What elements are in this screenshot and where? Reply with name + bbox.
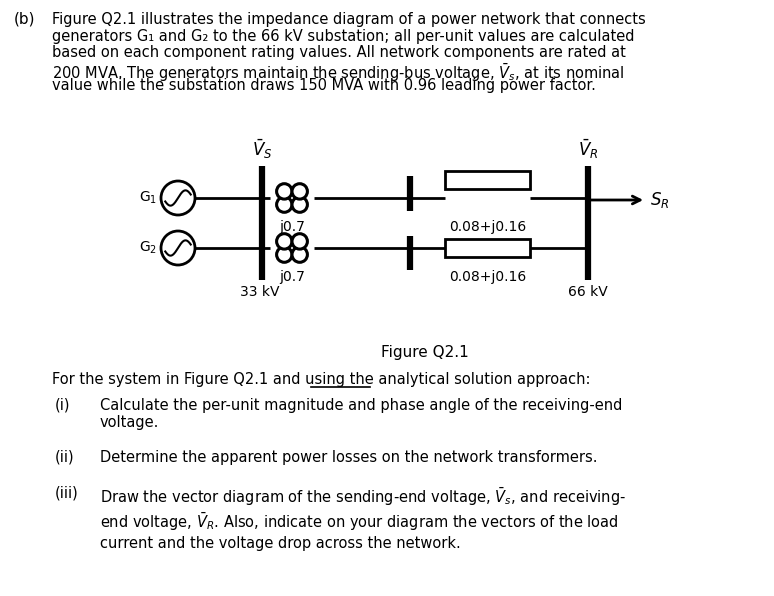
Text: 0.08+j0.16: 0.08+j0.16 bbox=[449, 220, 526, 234]
Text: 0.08+j0.16: 0.08+j0.16 bbox=[449, 270, 526, 284]
Circle shape bbox=[161, 181, 195, 215]
Bar bbox=[445, 239, 530, 257]
Text: $\bar{V}_S$: $\bar{V}_S$ bbox=[252, 138, 272, 161]
Circle shape bbox=[276, 234, 292, 249]
Circle shape bbox=[161, 231, 195, 265]
Text: $\bar{V}_R$: $\bar{V}_R$ bbox=[577, 138, 598, 161]
Text: generators G₁ and G₂ to the 66 kV substation; all per-unit values are calculated: generators G₁ and G₂ to the 66 kV substa… bbox=[52, 29, 635, 44]
Circle shape bbox=[276, 184, 292, 199]
Text: G$_1$: G$_1$ bbox=[139, 190, 157, 206]
Circle shape bbox=[276, 197, 292, 212]
Text: (iii): (iii) bbox=[55, 486, 79, 501]
Text: (ii): (ii) bbox=[55, 450, 74, 465]
Circle shape bbox=[292, 247, 307, 262]
Text: j0.7: j0.7 bbox=[279, 220, 305, 234]
Text: Figure Q2.1: Figure Q2.1 bbox=[381, 345, 469, 360]
Circle shape bbox=[292, 197, 307, 212]
Text: Calculate the per-unit magnitude and phase angle of the receiving-end
voltage.: Calculate the per-unit magnitude and pha… bbox=[100, 398, 622, 430]
Text: Figure Q2.1 illustrates the impedance diagram of a power network that connects: Figure Q2.1 illustrates the impedance di… bbox=[52, 12, 646, 27]
Circle shape bbox=[276, 247, 292, 262]
Text: G$_2$: G$_2$ bbox=[139, 240, 157, 256]
Text: $S_R$: $S_R$ bbox=[650, 190, 670, 210]
Text: (i): (i) bbox=[55, 398, 70, 413]
Text: 200 MVA. The generators maintain the sending-bus voltage, $\bar{V}_s$, at its no: 200 MVA. The generators maintain the sen… bbox=[52, 61, 625, 83]
Text: value while the substation draws 150 MVA with 0.96 leading power factor.: value while the substation draws 150 MVA… bbox=[52, 78, 596, 93]
Text: 33 kV: 33 kV bbox=[240, 285, 279, 299]
Text: For the system in Figure Q2.1 and using the analytical solution approach:: For the system in Figure Q2.1 and using … bbox=[52, 372, 591, 387]
Circle shape bbox=[292, 234, 307, 249]
Circle shape bbox=[292, 184, 307, 199]
Text: Determine the apparent power losses on the network transformers.: Determine the apparent power losses on t… bbox=[100, 450, 598, 465]
Text: Draw the vector diagram of the sending-end voltage, $\bar{V}_s$, and receiving-
: Draw the vector diagram of the sending-e… bbox=[100, 486, 626, 551]
Text: (b): (b) bbox=[14, 12, 36, 27]
Text: j0.7: j0.7 bbox=[279, 270, 305, 284]
Text: based on each component rating values. All network components are rated at: based on each component rating values. A… bbox=[52, 45, 626, 60]
Text: 66 kV: 66 kV bbox=[568, 285, 608, 299]
Bar bbox=[445, 171, 530, 189]
